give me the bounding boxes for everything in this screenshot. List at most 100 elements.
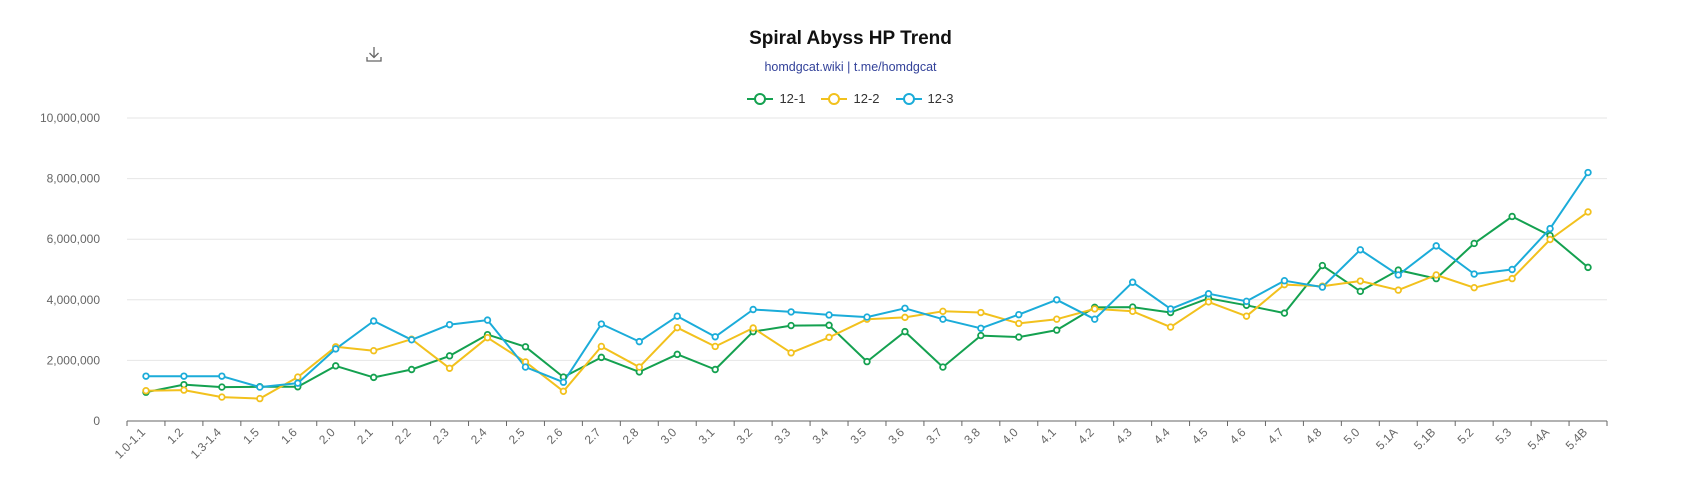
y-tick-label: 4,000,000 — [47, 293, 101, 307]
data-point-12-3 — [939, 315, 947, 323]
data-point-12-1 — [369, 373, 378, 382]
x-tick-label: 3.8 — [961, 425, 983, 447]
x-tick-label: 3.6 — [885, 425, 907, 447]
data-point-12-3 — [1584, 168, 1592, 177]
data-point-12-3 — [1470, 270, 1478, 278]
data-point-12-2 — [673, 323, 681, 332]
data-point-12-2 — [1470, 283, 1478, 292]
legend-item-12-3[interactable]: 12-3 — [895, 91, 954, 106]
x-tick-label: 2.0 — [316, 425, 338, 447]
data-point-12-2 — [939, 307, 947, 316]
data-point-12-3 — [483, 316, 492, 324]
data-point-12-3 — [749, 305, 757, 314]
data-point-12-2 — [1053, 315, 1061, 323]
x-tick-label: 3.7 — [923, 425, 945, 447]
chart-subtitle: homdgcat.wiki | t.me/homdgcat — [764, 60, 937, 74]
data-point-12-3 — [1242, 297, 1251, 306]
data-point-12-2 — [1242, 312, 1251, 320]
legend-label: 12-2 — [853, 91, 880, 106]
y-tick-label: 6,000,000 — [47, 232, 101, 246]
x-tick-label: 3.3 — [772, 425, 794, 447]
x-tick-label: 5.0 — [1341, 425, 1363, 447]
x-tick-label: 5.1A — [1373, 425, 1400, 452]
x-tick-label: 3.4 — [809, 425, 831, 447]
download-icon[interactable] — [364, 44, 384, 64]
data-point-12-1 — [787, 321, 795, 330]
data-point-12-3 — [218, 372, 226, 380]
legend-item-12-2[interactable]: 12-2 — [821, 91, 880, 106]
x-tick-label: 3.5 — [847, 425, 869, 447]
data-point-12-1 — [1053, 326, 1061, 334]
data-point-12-3 — [1015, 310, 1023, 319]
data-point-12-2 — [977, 308, 985, 317]
series-line-12-2 — [145, 211, 1589, 400]
data-point-12-1 — [597, 353, 606, 362]
x-tick-label: 5.4B — [1563, 425, 1590, 452]
data-point-12-3 — [863, 313, 871, 321]
data-point-12-1 — [825, 321, 833, 329]
data-point-12-2 — [787, 349, 795, 357]
x-tick-label: 4.0 — [999, 425, 1021, 447]
data-point-12-3 — [332, 345, 340, 353]
data-point-12-2 — [825, 333, 833, 342]
x-tick-label: 4.1 — [1037, 425, 1059, 447]
data-point-12-1 — [711, 365, 719, 374]
data-point-12-3 — [1280, 277, 1289, 285]
data-point-12-1 — [1508, 212, 1516, 221]
data-point-12-2 — [445, 364, 454, 372]
data-point-12-3 — [559, 378, 568, 386]
y-tick-label: 8,000,000 — [47, 172, 101, 186]
chart-title: Spiral Abyss HP Trend — [749, 28, 952, 49]
data-point-12-3 — [369, 317, 378, 325]
data-point-12-1 — [1280, 309, 1289, 317]
data-point-12-3 — [711, 333, 719, 341]
x-tick-label: 4.8 — [1303, 425, 1325, 447]
data-point-12-3 — [1053, 296, 1061, 304]
data-point-12-2 — [749, 324, 757, 332]
data-point-12-3 — [635, 337, 644, 346]
data-point-12-2 — [901, 313, 909, 322]
data-point-12-3 — [1204, 290, 1213, 298]
data-point-12-3 — [1090, 315, 1099, 323]
data-point-12-2 — [1546, 235, 1554, 244]
data-point-12-3 — [597, 320, 606, 328]
legend-item-12-1[interactable]: 12-1 — [747, 91, 805, 106]
legend-label: 12-1 — [779, 91, 806, 106]
x-tick-label: 1.5 — [240, 425, 262, 447]
data-point-12-2 — [142, 387, 150, 395]
data-point-12-1 — [521, 343, 530, 351]
data-point-12-3 — [142, 372, 150, 380]
x-tick-label: 1.2 — [164, 425, 186, 447]
data-point-12-2 — [1204, 298, 1213, 306]
data-point-12-3 — [1394, 271, 1402, 279]
data-point-12-2 — [1090, 305, 1099, 313]
x-tick-label: 3.0 — [658, 425, 680, 447]
legend-label: 12-3 — [927, 91, 954, 106]
x-tick-label: 2.2 — [392, 425, 414, 447]
x-tick-label: 4.6 — [1227, 425, 1249, 447]
x-tick-label: 5.1B — [1411, 425, 1438, 452]
x-tick-label: 1.0-1.1 — [112, 425, 149, 462]
x-tick-label: 2.4 — [468, 425, 490, 447]
data-point-12-3 — [407, 336, 416, 344]
x-tick-label: 1.3-1.4 — [188, 425, 225, 462]
data-point-12-1 — [863, 357, 871, 366]
data-point-12-1 — [901, 327, 909, 336]
x-tick-label: 2.5 — [506, 425, 528, 447]
x-tick-label: 2.8 — [620, 425, 642, 447]
x-tick-label: 4.7 — [1265, 425, 1287, 447]
data-point-12-2 — [1166, 323, 1175, 331]
data-point-12-1 — [939, 363, 947, 371]
data-point-12-3 — [977, 324, 985, 332]
data-point-12-2 — [1432, 271, 1440, 279]
data-point-12-2 — [559, 387, 568, 396]
data-point-12-2 — [1356, 277, 1365, 285]
x-tick-label: 3.2 — [734, 425, 756, 447]
x-tick-label: 3.1 — [696, 425, 718, 447]
data-point-12-1 — [332, 362, 340, 370]
y-tick-label: 2,000,000 — [47, 353, 101, 367]
data-point-12-1 — [1470, 239, 1478, 248]
data-point-12-1 — [1318, 261, 1327, 270]
